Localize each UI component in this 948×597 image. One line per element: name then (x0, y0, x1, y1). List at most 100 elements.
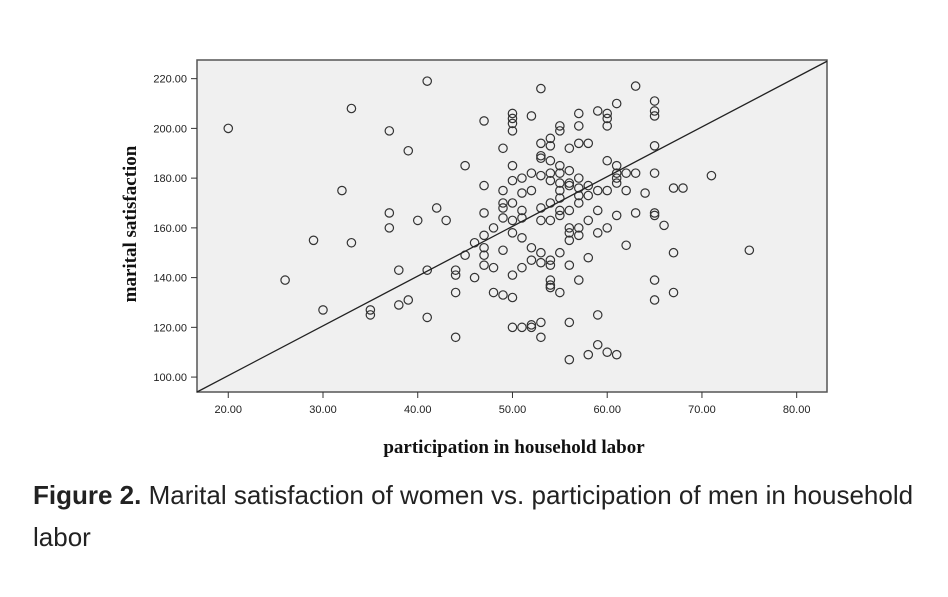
data-point (583, 215, 594, 226)
data-point (479, 208, 489, 218)
data-point (422, 312, 433, 323)
x-tick-label: 50.00 (499, 404, 527, 416)
data-point (450, 287, 461, 298)
data-point (555, 205, 565, 216)
data-point (621, 240, 631, 251)
data-point (649, 210, 660, 221)
data-point (573, 275, 584, 285)
data-point (498, 290, 508, 300)
data-point (573, 223, 584, 233)
data-point (602, 108, 613, 119)
data-point (526, 255, 537, 265)
data-point (526, 185, 537, 196)
data-point (564, 165, 575, 176)
data-point (592, 185, 603, 196)
data-point (498, 245, 508, 256)
y-tick-label: 180.00 (153, 173, 187, 185)
data-point (555, 287, 565, 298)
data-point (488, 262, 499, 273)
data-point (583, 190, 594, 201)
data-point (602, 185, 613, 196)
data-point (517, 205, 527, 216)
data-point (649, 168, 660, 178)
data-point (564, 228, 575, 238)
data-point (422, 76, 433, 86)
data-point (308, 235, 319, 246)
y-tick-label: 120.00 (153, 322, 187, 334)
x-tick-label: 20.00 (214, 404, 242, 416)
data-point (507, 118, 518, 129)
data-point (536, 247, 546, 258)
data-point (583, 138, 594, 149)
data-point (555, 247, 565, 258)
data-point (649, 295, 660, 305)
data-point (536, 153, 546, 164)
data-point (649, 111, 660, 121)
data-point (479, 250, 489, 261)
data-point (536, 317, 546, 328)
data-point (659, 220, 669, 231)
x-axis-title: participation in household labor (383, 437, 645, 458)
data-point (649, 208, 660, 218)
data-point (526, 168, 537, 178)
data-point (564, 354, 575, 365)
data-point (573, 138, 584, 149)
data-point (592, 205, 603, 216)
data-point (545, 215, 556, 226)
data-point (384, 208, 395, 218)
axis-ticks: 20.00 30.00 40.00 50.00 60.00 70.00 80.00 100.0… (153, 74, 810, 416)
data-point (555, 168, 565, 178)
data-point (564, 317, 575, 328)
data-point (507, 198, 518, 208)
data-point (611, 349, 622, 360)
data-point (536, 215, 546, 226)
data-point (564, 235, 575, 246)
data-point (564, 223, 575, 233)
data-point (337, 185, 347, 196)
data-point (573, 108, 584, 119)
data-point (384, 223, 395, 233)
data-point (507, 292, 518, 303)
data-point (555, 178, 565, 188)
data-points (223, 76, 755, 365)
data-point (318, 305, 328, 315)
data-point (393, 300, 404, 310)
data-point (545, 282, 556, 293)
data-point (668, 287, 679, 298)
caption-label: Figure 2. (33, 480, 142, 510)
data-point (611, 178, 622, 188)
data-point (744, 245, 755, 256)
data-point (592, 228, 603, 238)
data-point (441, 215, 451, 226)
data-point (592, 310, 603, 320)
data-point (592, 106, 603, 116)
data-point (507, 108, 518, 119)
data-point (507, 160, 518, 171)
data-point (630, 81, 641, 91)
data-point (545, 260, 556, 270)
data-point (555, 160, 565, 171)
data-point (403, 145, 414, 156)
data-point (403, 295, 414, 305)
data-point (611, 98, 622, 109)
x-tick-label: 70.00 (688, 404, 716, 416)
data-point (507, 215, 518, 226)
data-point (545, 140, 556, 151)
data-point (526, 242, 537, 253)
data-point (498, 143, 508, 154)
data-point (422, 265, 433, 275)
data-point (678, 183, 688, 193)
data-point (592, 339, 603, 350)
data-point (536, 138, 546, 149)
data-point (555, 210, 565, 221)
data-point (469, 272, 480, 283)
data-point (649, 106, 660, 116)
data-point (545, 255, 556, 265)
data-point (573, 121, 584, 131)
data-point (564, 260, 575, 270)
data-point (365, 305, 376, 315)
data-point (507, 322, 518, 333)
data-point (583, 252, 594, 263)
data-point (498, 203, 508, 213)
data-point (517, 233, 527, 243)
